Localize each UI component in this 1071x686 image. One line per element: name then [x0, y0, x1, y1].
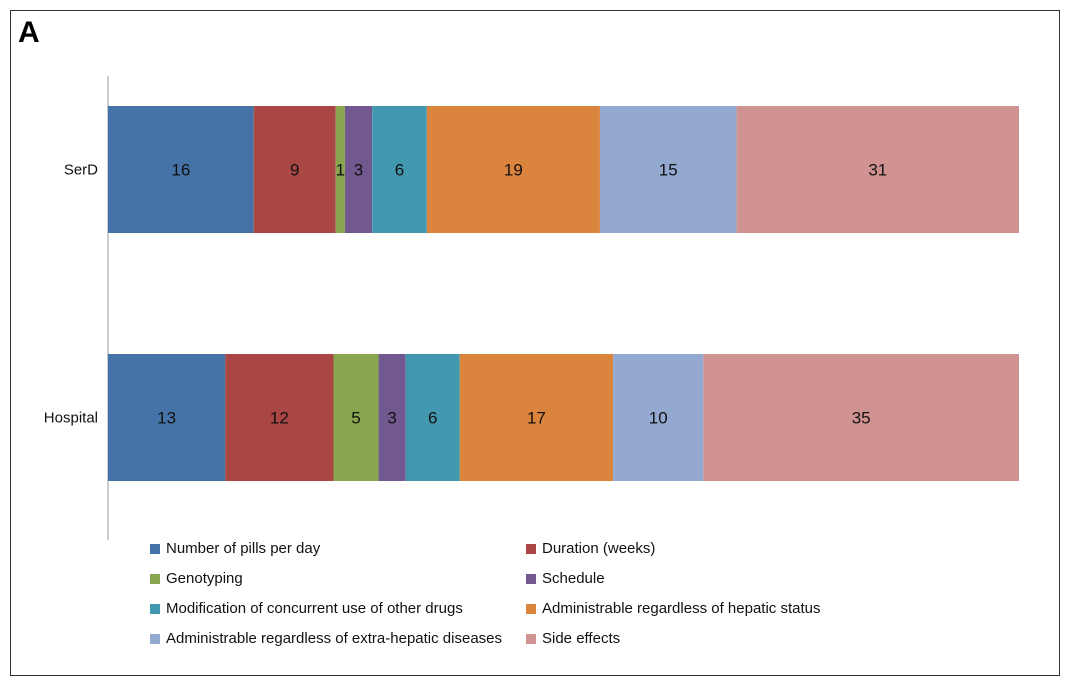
bar-segment-hospital-4 [405, 354, 460, 481]
legend-label: Administrable regardless of hepatic stat… [542, 600, 821, 617]
bar-segment-hospital-2 [333, 354, 379, 481]
data-label-hospital-2: 5 [351, 409, 360, 428]
data-label-hospital-5: 17 [527, 409, 546, 428]
bar-segment-serd-6 [599, 106, 737, 233]
legend-swatch [526, 543, 536, 554]
legend-item-0: Number of pills per day [150, 540, 320, 557]
legend-label: Side effects [542, 630, 621, 647]
legend-item-5: Administrable regardless of hepatic stat… [526, 600, 820, 617]
data-label-serd-1: 9 [290, 161, 299, 180]
data-label-serd-2: 1 [336, 161, 345, 180]
legend-swatch [526, 603, 536, 614]
legend-label: Modification of concurrent use of other … [166, 600, 463, 617]
bar-segment-hospital-0 [108, 354, 226, 481]
data-label-serd-6: 15 [659, 161, 678, 180]
data-label-serd-7: 31 [868, 161, 887, 180]
legend-swatch [150, 573, 160, 584]
data-label-hospital-0: 13 [157, 409, 176, 428]
data-label-hospital-6: 10 [649, 409, 668, 428]
data-label-serd-0: 16 [171, 161, 190, 180]
bar-segment-hospital-7 [703, 354, 1019, 481]
legend-label: Administrable regardless of extra-hepati… [166, 630, 502, 647]
legend-item-1: Duration (weeks) [526, 540, 655, 557]
bar-segment-serd-7 [736, 106, 1019, 233]
legend-swatch [526, 573, 536, 584]
bar-segment-hospital-1 [225, 354, 334, 481]
legend-label: Schedule [542, 570, 605, 587]
data-label-hospital-3: 3 [387, 409, 396, 428]
data-label-hospital-4: 6 [428, 409, 437, 428]
bar-segment-serd-4 [372, 106, 427, 233]
data-label-serd-5: 19 [504, 161, 523, 180]
legend-label: Duration (weeks) [542, 540, 656, 557]
data-label-hospital-1: 12 [270, 409, 289, 428]
bar-segment-serd-2 [335, 106, 345, 233]
legend-swatch [150, 633, 160, 644]
legend-item-2: Genotyping [150, 570, 243, 587]
bar-segment-hospital-6 [613, 354, 704, 481]
legend-swatch [526, 633, 536, 644]
category-label-hospital: Hospital [44, 410, 98, 427]
bar-segment-hospital-3 [378, 354, 406, 481]
bar-segment-serd-0 [108, 106, 254, 233]
legend-item-4: Modification of concurrent use of other … [150, 600, 463, 617]
data-label-serd-4: 6 [395, 161, 404, 180]
bar-segment-serd-3 [344, 106, 373, 233]
bar-segment-serd-5 [426, 106, 600, 233]
legend-label: Genotyping [166, 570, 243, 587]
data-label-hospital-7: 35 [852, 409, 871, 428]
data-label-serd-3: 3 [354, 161, 363, 180]
legend-item-7: Side effects [526, 630, 620, 647]
bar-segment-serd-1 [253, 106, 336, 233]
legend-swatch [150, 603, 160, 614]
legend-item-3: Schedule [526, 570, 605, 587]
legend-label: Number of pills per day [166, 540, 321, 557]
legend-item-6: Administrable regardless of extra-hepati… [150, 630, 502, 647]
category-label-serd: SerD [64, 162, 98, 179]
bar-segment-hospital-5 [459, 354, 614, 481]
legend-swatch [150, 543, 160, 554]
panel-label: A [18, 16, 40, 49]
category-labels-group: SerD Hospital [44, 162, 98, 427]
